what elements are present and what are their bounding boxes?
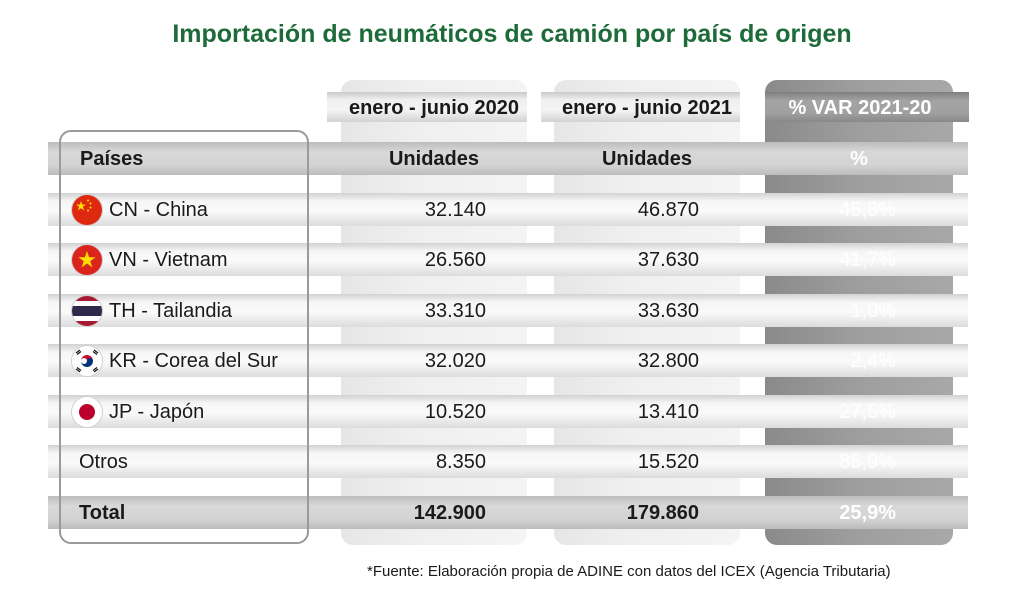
period-band-var [765,92,969,122]
total-2021: 179.860 [626,502,699,524]
value-2021: 15.520 [637,451,699,473]
row-band [48,445,968,478]
vietnam-flag-icon [72,245,102,275]
row-band [48,243,968,276]
value-2021: 46.870 [637,199,699,221]
country-label: JP - Japón [109,401,205,423]
header-var-percent: % [850,148,868,170]
chart-title: Importación de neumáticos de camión por … [172,20,852,48]
value-var: 1,0% [850,300,896,322]
header-row-band [48,142,968,175]
total-var: 25,9% [839,502,896,524]
total-row-band [48,496,968,529]
value-2021: 33.630 [637,300,699,322]
country-label: VN - Vietnam [109,249,228,271]
row-band [48,344,968,377]
value-2020: 32.140 [424,199,486,221]
japan-flag-icon [72,397,102,427]
value-2020: 32.020 [424,350,486,372]
period-2020: enero - junio 2020 [348,97,520,119]
total-label: Total [79,502,126,524]
value-2020: 8.350 [435,451,486,473]
value-var: 27,5% [839,401,896,423]
value-var: 41,7% [839,249,896,271]
total-2020: 142.900 [413,502,486,524]
value-2021: 13.410 [637,401,699,423]
row-band [48,193,968,226]
source-note: *Fuente: Elaboración propia de ADINE con… [367,563,891,580]
value-var: 85,9% [839,451,896,473]
row-band [48,395,968,428]
row-band [48,294,968,327]
header-paises: Países [80,148,144,170]
thailand-flag-icon [72,296,102,326]
period-2021: enero - junio 2021 [561,97,733,119]
value-var: 2,4% [850,350,896,372]
period-band-2021 [541,92,740,122]
period-var: % VAR 2021-20 [788,97,932,119]
china-flag-icon [72,195,102,225]
country-label: Otros [79,451,128,473]
value-2021: 32.800 [637,350,699,372]
period-band-2020 [327,92,527,122]
country-label: TH - Tailandia [109,300,233,322]
value-2020: 26.560 [424,249,486,271]
value-2021: 37.630 [637,249,699,271]
value-2020: 10.520 [424,401,486,423]
korea-flag-icon [72,346,102,376]
value-var: 45,8% [839,199,896,221]
header-unidades-2021: Unidades [601,148,693,170]
countries-frame [59,130,309,544]
country-label: CN - China [109,199,208,221]
country-label: KR - Corea del Sur [109,350,278,372]
value-2020: 33.310 [424,300,486,322]
header-unidades-2020: Unidades [388,148,480,170]
